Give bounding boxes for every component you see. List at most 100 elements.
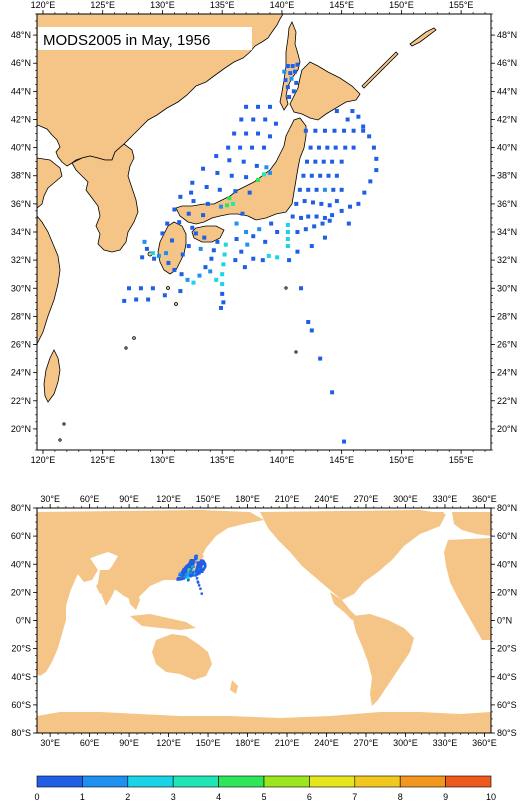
observation-point	[245, 242, 250, 247]
global-observation-point	[188, 565, 191, 569]
global-observation-point	[192, 565, 195, 568]
colorbar-segment	[445, 775, 492, 788]
lon-label-bottom: 240°E	[314, 738, 339, 748]
observation-point	[285, 237, 290, 242]
global-observation-point	[188, 561, 191, 565]
observation-point	[220, 272, 225, 277]
observation-point	[285, 64, 290, 69]
observation-point	[170, 238, 175, 243]
observation-point	[290, 214, 295, 219]
observation-point	[327, 218, 332, 223]
top-map: 120°E 120°E 125°E 125°E 130°E 130°E 135°E 135°E…	[11, 0, 517, 465]
lat-label-right: 48°N	[497, 30, 517, 40]
global-observation-point	[185, 569, 188, 573]
lat-label-right: 22°N	[497, 396, 517, 406]
observation-point	[144, 246, 149, 251]
observation-point	[224, 203, 229, 208]
lat-label-right: 44°N	[497, 86, 517, 96]
observation-point	[263, 239, 268, 244]
observation-point	[146, 297, 151, 302]
global-observation-points	[176, 554, 207, 595]
observation-point	[166, 260, 171, 265]
global-observation-point	[199, 587, 202, 590]
colorbar-segment	[82, 775, 129, 788]
observation-point	[264, 165, 269, 170]
observation-point	[142, 239, 147, 244]
observation-point	[322, 215, 327, 220]
observation-point	[322, 187, 327, 192]
colorbar-label: 8	[398, 792, 403, 802]
observation-point	[297, 187, 302, 192]
lat-label-left: 80°N	[11, 503, 31, 513]
colorbar-label: 2	[125, 792, 130, 802]
observation-point	[214, 154, 219, 159]
observation-point	[319, 201, 324, 206]
global-observation-point	[187, 563, 191, 566]
observation-point	[346, 221, 351, 226]
lon-label-bottom: 140°E	[270, 455, 295, 465]
observation-point	[185, 277, 190, 282]
observation-point	[313, 159, 318, 164]
global-observation-point	[184, 573, 188, 576]
global-observation-point	[178, 572, 181, 575]
lon-label-bottom: 150°E	[389, 455, 414, 465]
colorbar-label: 9	[443, 792, 448, 802]
lat-label-right: 24°N	[497, 368, 517, 378]
observation-point	[197, 273, 202, 278]
observation-point	[247, 190, 252, 195]
observation-point	[254, 163, 259, 168]
lon-label-top: 240°E	[314, 494, 339, 504]
lat-label-right: 46°N	[497, 58, 517, 68]
global-observation-point	[199, 559, 203, 562]
colorbar-segment	[36, 775, 83, 788]
observation-point	[303, 128, 308, 133]
observation-point	[152, 256, 157, 261]
global-observation-point	[185, 566, 188, 570]
observation-point	[257, 227, 262, 232]
observation-point	[295, 230, 300, 234]
africa-right	[444, 538, 491, 640]
global-observation-point	[185, 565, 188, 568]
observation-point	[226, 145, 231, 150]
global-observation-point	[200, 564, 203, 567]
global-observation-point	[198, 570, 202, 573]
observation-point	[251, 234, 256, 239]
north-america	[260, 510, 446, 600]
lon-label-bottom: 270°E	[354, 738, 379, 748]
observation-point	[220, 282, 225, 287]
observation-point	[299, 215, 304, 220]
lon-label-top: 60°E	[80, 494, 100, 504]
lat-label-left: 20°S	[11, 644, 31, 654]
lon-label-top: 30°E	[40, 494, 60, 504]
observation-point	[138, 286, 143, 291]
lon-label-bottom: 130°E	[150, 455, 175, 465]
lat-label-left: 38°N	[11, 171, 31, 181]
okinawa-island	[132, 336, 136, 340]
lon-label-top: 130°E	[150, 0, 175, 10]
observation-point	[220, 291, 225, 296]
lat-label-right: 40°N	[497, 143, 517, 153]
observation-point	[191, 280, 196, 285]
observation-point	[371, 145, 376, 150]
hokkaido	[289, 61, 361, 121]
lat-label-right: 28°N	[497, 311, 517, 321]
lon-label-top: 155°E	[449, 0, 474, 10]
observation-point	[244, 175, 249, 180]
observation-point	[172, 267, 177, 272]
global-observation-point	[178, 578, 182, 581]
global-observation-point	[186, 565, 190, 568]
australia	[152, 634, 212, 680]
taiwan	[43, 349, 61, 403]
observation-point	[134, 297, 139, 302]
observation-point	[178, 194, 183, 199]
observation-point	[330, 213, 335, 218]
observation-point	[275, 230, 280, 234]
global-observation-point	[181, 569, 185, 572]
lat-label-right: 60°N	[497, 531, 517, 541]
lat-label-left: 40°N	[11, 143, 31, 153]
lat-label-right: 42°N	[497, 114, 517, 124]
global-observation-point	[197, 584, 201, 587]
colorbar-segment	[263, 775, 310, 788]
new-zealand	[230, 680, 238, 694]
lat-label-left: 26°N	[11, 340, 31, 350]
